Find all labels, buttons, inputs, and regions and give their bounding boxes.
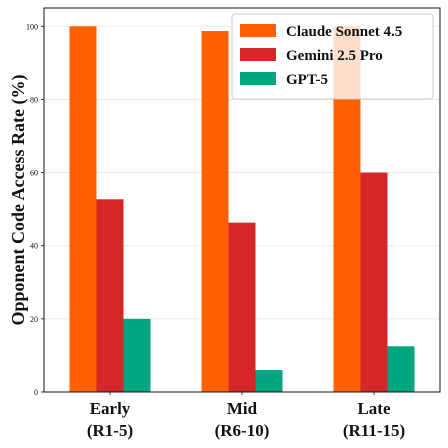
legend-label: GPT-5	[286, 72, 328, 88]
x-category-sublabel: (R11-15)	[343, 421, 405, 440]
x-category-label: Mid	[227, 399, 258, 418]
bar-gpt-5-2	[387, 346, 415, 392]
bar-gemini-2-5-pro-2	[360, 172, 388, 392]
y-tick-label: 0	[34, 388, 38, 397]
legend: Claude Sonnet 4.5 Gemini 2.5 Pro GPT-5	[231, 13, 434, 100]
bar-claude-sonnet-4-5-0	[69, 26, 97, 393]
bar-gpt-5-0	[123, 318, 151, 392]
y-tick-label: 100	[26, 22, 38, 31]
y-tick-label: 20	[30, 315, 38, 324]
legend-box	[231, 13, 434, 100]
y-tick-label: 60	[30, 169, 38, 178]
x-category-label: Late	[357, 399, 391, 418]
x-category-sublabel: (R6-10)	[215, 421, 270, 440]
y-axis-title: Opponent Code Access Rate (%)	[8, 75, 29, 326]
y-tick-label: 80	[30, 95, 38, 104]
bar-gemini-2-5-pro-0	[96, 199, 124, 392]
legend-swatch	[240, 72, 276, 85]
bar-gpt-5-1	[255, 370, 283, 392]
legend-label: Gemini 2.5 Pro	[286, 48, 383, 64]
x-category-labels: Early (R1-5) Mid (R6-10) Late (R11-15)	[87, 399, 405, 440]
y-tick-labels: 0 20 40 60 80 100	[26, 22, 38, 397]
bar-gemini-2-5-pro-1	[228, 222, 256, 392]
legend-swatch	[240, 48, 276, 61]
legend-swatch	[240, 24, 276, 37]
bar-claude-sonnet-4-5-1	[201, 31, 229, 392]
x-category-label: Early	[90, 399, 131, 418]
legend-label: Claude Sonnet 4.5	[286, 24, 402, 40]
y-tick-label: 40	[30, 242, 38, 251]
axes	[41, 7, 441, 395]
x-category-sublabel: (R1-5)	[87, 421, 133, 440]
